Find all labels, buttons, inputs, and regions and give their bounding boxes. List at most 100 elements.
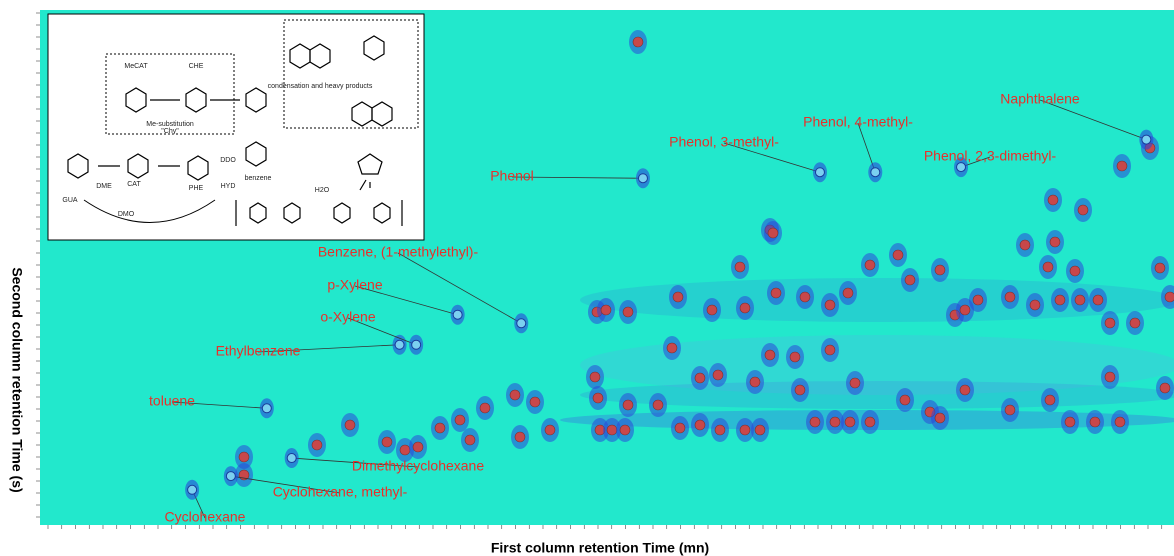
leader-line <box>1039 99 1147 140</box>
peak-core <box>767 227 779 239</box>
peak-core <box>849 377 861 389</box>
peak-core <box>934 264 946 276</box>
inset-group <box>283 19 419 129</box>
inset-label: condensation and heavy products <box>268 83 373 90</box>
annotated-peak <box>452 309 463 320</box>
annotated-peak <box>637 173 648 184</box>
annotation-label: Cyclohexane <box>165 509 246 525</box>
peak-core <box>1104 371 1116 383</box>
peak-core <box>864 259 876 271</box>
inset-group <box>105 53 235 135</box>
leader-line <box>171 401 267 409</box>
peak-core <box>514 431 526 443</box>
peak-core <box>764 349 776 361</box>
peak-core <box>454 414 466 426</box>
leader-line <box>397 252 522 324</box>
peak-core <box>344 419 356 431</box>
annotation-label: Benzene, (1-methylethyl)- <box>318 244 479 260</box>
annotation-label: Naphthalene <box>1000 91 1080 107</box>
inset-label: HYD <box>221 183 236 190</box>
peak-core <box>1116 160 1128 172</box>
peak-core <box>1104 317 1116 329</box>
peak-core <box>1019 239 1031 251</box>
peak-core <box>770 287 782 299</box>
peak-core <box>694 372 706 384</box>
annotated-peak <box>261 403 272 414</box>
peak-core <box>829 416 841 428</box>
peak-core <box>652 399 664 411</box>
annotation-label: toluene <box>149 393 195 409</box>
peak-core <box>714 424 726 436</box>
peak-core <box>1044 394 1056 406</box>
peak-core <box>674 422 686 434</box>
inset-arrow <box>83 199 216 223</box>
annotated-peak <box>286 453 297 464</box>
peak-core <box>600 304 612 316</box>
leader-line <box>354 285 458 316</box>
peak-core <box>694 419 706 431</box>
annotation-label: Dimethylcyclohexane <box>352 458 484 474</box>
inset-label: DMO <box>118 211 135 218</box>
inset-label: GUA <box>62 197 78 204</box>
peak-core <box>739 424 751 436</box>
annotated-peak <box>394 339 405 350</box>
leader-line <box>230 475 341 494</box>
annotation-label: p-Xylene <box>327 277 382 293</box>
peak-core <box>959 304 971 316</box>
peaks <box>235 30 1174 487</box>
inset-label: "Chy" <box>161 128 179 135</box>
peak-core <box>238 451 250 463</box>
leader-line <box>723 142 821 173</box>
peak-core <box>1164 291 1174 303</box>
inset-label: DME <box>96 183 112 190</box>
peak-core <box>666 342 678 354</box>
peak-core <box>509 389 521 401</box>
peak-core <box>592 392 604 404</box>
peak-core <box>706 304 718 316</box>
inset-label: CHE <box>189 63 204 70</box>
inset-label: benzene <box>245 175 272 182</box>
peak-core <box>842 287 854 299</box>
x-axis-label: First column retention Time (mn) <box>491 540 709 556</box>
peak-core <box>799 291 811 303</box>
annotated-peak <box>225 471 236 482</box>
inset-label: Me-substitution <box>146 121 194 128</box>
peak-core <box>1159 382 1171 394</box>
annotation-label: Cyclohexane, methyl- <box>273 484 408 500</box>
peak-core <box>464 434 476 446</box>
peak-core <box>1004 404 1016 416</box>
leader-line <box>257 344 400 353</box>
peak-core <box>904 274 916 286</box>
peak-core <box>1064 416 1076 428</box>
annotated-peak <box>411 339 422 350</box>
peak-core <box>1077 204 1089 216</box>
annotation-label: Phenol <box>490 168 534 184</box>
peak-core <box>1049 236 1061 248</box>
peak-core <box>712 369 724 381</box>
leader-line <box>347 317 417 346</box>
peak-core <box>622 306 634 318</box>
peak-core <box>739 302 751 314</box>
leader-line <box>511 176 643 179</box>
peak-core <box>619 424 631 436</box>
annotation-label: o-Xylene <box>320 309 375 325</box>
peak-core <box>529 396 541 408</box>
peak-core <box>672 291 684 303</box>
peak-core <box>892 249 904 261</box>
peak-core <box>622 399 634 411</box>
annotated-peak <box>814 167 825 178</box>
peak-core <box>632 36 644 48</box>
peak-core <box>959 384 971 396</box>
peak-core <box>1004 291 1016 303</box>
annotation-label: Phenol, 3-methyl- <box>669 134 779 150</box>
peak-core <box>1092 294 1104 306</box>
peak-core <box>589 371 601 383</box>
peak-core <box>1154 262 1166 274</box>
peak-core <box>824 344 836 356</box>
peak-core <box>749 376 761 388</box>
peak-core <box>1129 317 1141 329</box>
peak-core <box>544 424 556 436</box>
peak-core <box>934 412 946 424</box>
